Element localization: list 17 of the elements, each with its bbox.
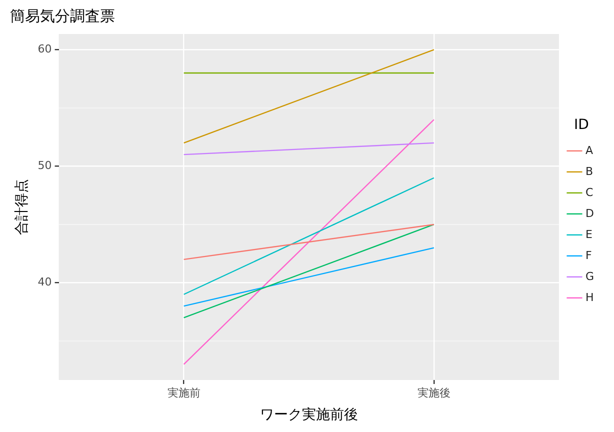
legend-label: B <box>585 164 594 178</box>
x-axis-title: ワーク実施前後 <box>260 407 358 424</box>
y-tick-label: 60 <box>38 42 52 56</box>
legend-label: C <box>585 186 594 199</box>
legend-label: A <box>585 144 594 157</box>
chart-title: 簡易気分調査票 <box>10 6 115 25</box>
x-tick-label: 実施後 <box>417 386 450 400</box>
legend-label: D <box>585 206 594 220</box>
legend-label: H <box>585 290 594 304</box>
legend-label: G <box>585 270 594 283</box>
legend-label: E <box>585 228 592 241</box>
legend-label: F <box>585 248 592 262</box>
x-tick-label: 実施前 <box>167 386 200 400</box>
y-tick-label: 40 <box>38 276 52 289</box>
y-axis-title: 合計得点 <box>14 179 30 235</box>
y-tick-label: 50 <box>38 159 52 172</box>
legend-title: ID <box>574 117 589 134</box>
